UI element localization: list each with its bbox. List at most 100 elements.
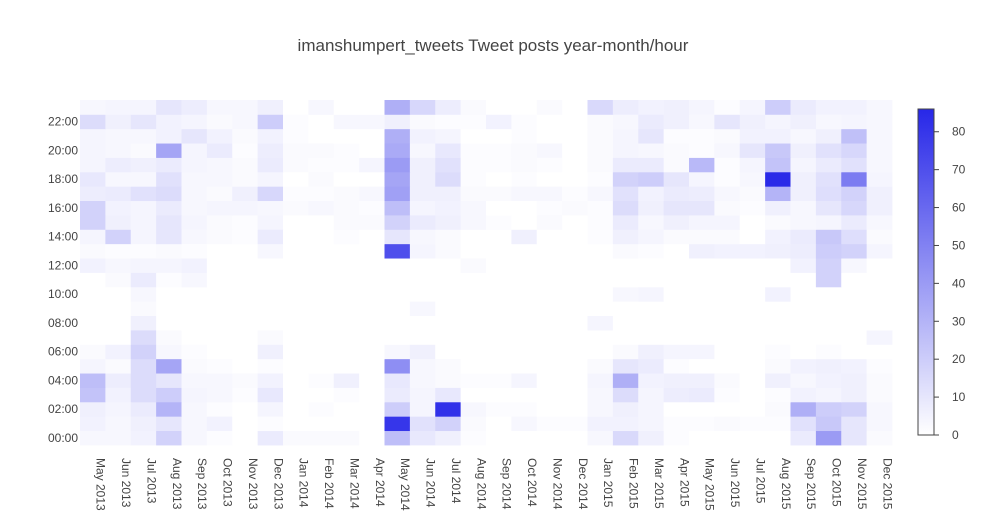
heatmap-cell bbox=[612, 229, 639, 245]
heatmap-cell bbox=[486, 114, 512, 130]
heatmap-cell bbox=[105, 229, 132, 245]
heatmap-cell bbox=[409, 229, 436, 245]
heatmap-cell bbox=[257, 186, 284, 202]
heatmap-cell bbox=[536, 344, 563, 360]
heatmap-cell bbox=[384, 243, 411, 259]
heatmap-cell bbox=[333, 416, 360, 432]
heatmap-cell bbox=[130, 430, 157, 446]
heatmap-cell bbox=[562, 344, 588, 360]
heatmap-cell bbox=[409, 258, 436, 273]
heatmap-cell bbox=[460, 186, 487, 202]
heatmap-cell bbox=[105, 387, 132, 403]
heatmap-cell bbox=[866, 387, 893, 403]
heatmap-cell bbox=[587, 358, 614, 374]
x-tick-label: Nov 2015 bbox=[855, 458, 869, 510]
heatmap-cell bbox=[612, 157, 639, 173]
heatmap-cell bbox=[536, 200, 563, 216]
heatmap-cell bbox=[80, 387, 106, 403]
heatmap-cell bbox=[663, 330, 690, 345]
heatmap-cell bbox=[181, 114, 208, 130]
heatmap-cell bbox=[283, 286, 309, 302]
heatmap-cell bbox=[765, 258, 791, 273]
heatmap-cell bbox=[308, 344, 335, 360]
heatmap-cell bbox=[536, 401, 563, 417]
heatmap-cell bbox=[866, 315, 893, 331]
colorbar-tick-label: 50 bbox=[952, 238, 966, 252]
heatmap-cell bbox=[739, 373, 766, 388]
heatmap-cell bbox=[562, 128, 588, 144]
heatmap-cell bbox=[181, 330, 208, 345]
heatmap-cell bbox=[156, 243, 182, 259]
heatmap-cell bbox=[866, 143, 893, 158]
heatmap-cell bbox=[156, 186, 182, 202]
heatmap-cell bbox=[739, 258, 766, 273]
heatmap-cell bbox=[384, 171, 411, 187]
heatmap-cell bbox=[156, 330, 182, 345]
heatmap-cell bbox=[283, 401, 309, 417]
heatmap-cell bbox=[638, 200, 665, 216]
heatmap-cell bbox=[587, 143, 614, 158]
heatmap-cell bbox=[181, 229, 208, 245]
heatmap-cell bbox=[638, 401, 665, 417]
heatmap-cell bbox=[384, 373, 411, 388]
heatmap-cell bbox=[156, 258, 182, 273]
colorbar-tick-label: 0 bbox=[952, 428, 959, 442]
heatmap-cell bbox=[156, 373, 182, 388]
heatmap-cell bbox=[435, 171, 462, 187]
y-tick-label: 00:00 bbox=[48, 431, 78, 445]
heatmap-cell bbox=[409, 315, 436, 331]
heatmap-cell bbox=[866, 401, 893, 417]
heatmap-cell bbox=[156, 171, 182, 187]
heatmap-cell bbox=[739, 330, 766, 345]
heatmap-cell bbox=[206, 258, 233, 273]
heatmap-cell bbox=[663, 301, 690, 317]
heatmap-cell bbox=[308, 229, 335, 245]
heatmap-cell bbox=[511, 286, 538, 302]
heatmap-cell bbox=[536, 143, 563, 158]
heatmap-cell bbox=[181, 143, 208, 158]
x-tick-label: Feb 2014 bbox=[322, 458, 336, 509]
heatmap-cell bbox=[333, 315, 360, 331]
heatmap-cell bbox=[257, 301, 284, 317]
heatmap-cell bbox=[815, 330, 842, 345]
heatmap-cell bbox=[739, 200, 766, 216]
heatmap-cell bbox=[663, 157, 690, 173]
heatmap-cell bbox=[638, 416, 665, 432]
x-tick-label: Oct 2013 bbox=[221, 458, 235, 507]
heatmap-cell bbox=[714, 373, 741, 388]
heatmap-cell bbox=[511, 301, 538, 317]
heatmap-cell bbox=[815, 286, 842, 302]
heatmap-cell bbox=[612, 330, 639, 345]
heatmap-cell bbox=[232, 416, 259, 432]
heatmap-cell bbox=[80, 344, 106, 360]
heatmap-cell bbox=[257, 243, 284, 259]
heatmap-cell bbox=[206, 143, 233, 158]
heatmap-cell bbox=[562, 373, 588, 388]
heatmap-cell bbox=[689, 387, 715, 403]
heatmap-cell bbox=[562, 157, 588, 173]
heatmap-cell bbox=[562, 215, 588, 230]
heatmap-cell bbox=[663, 258, 690, 273]
heatmap-cell bbox=[841, 387, 868, 403]
heatmap-cell bbox=[841, 143, 868, 158]
heatmap-cell bbox=[460, 200, 487, 216]
heatmap-cell bbox=[181, 128, 208, 144]
heatmap-cell bbox=[790, 157, 817, 173]
heatmap-cell bbox=[384, 258, 411, 273]
x-tick-label: May 2014 bbox=[398, 458, 412, 511]
heatmap-cell bbox=[283, 387, 309, 403]
heatmap-cell bbox=[587, 272, 614, 288]
heatmap-cell bbox=[156, 315, 182, 331]
heatmap-cell bbox=[536, 416, 563, 432]
heatmap-cell bbox=[206, 286, 233, 302]
heatmap-cell bbox=[486, 330, 512, 345]
heatmap-cell bbox=[435, 215, 462, 230]
heatmap-cell bbox=[409, 186, 436, 202]
heatmap-cell bbox=[80, 315, 106, 331]
heatmap-cell bbox=[841, 100, 868, 115]
heatmap-cell bbox=[130, 387, 157, 403]
heatmap-cell bbox=[689, 401, 715, 417]
x-tick-label: Jan 2015 bbox=[601, 458, 615, 508]
heatmap-cell bbox=[232, 171, 259, 187]
heatmap-cell bbox=[105, 373, 132, 388]
